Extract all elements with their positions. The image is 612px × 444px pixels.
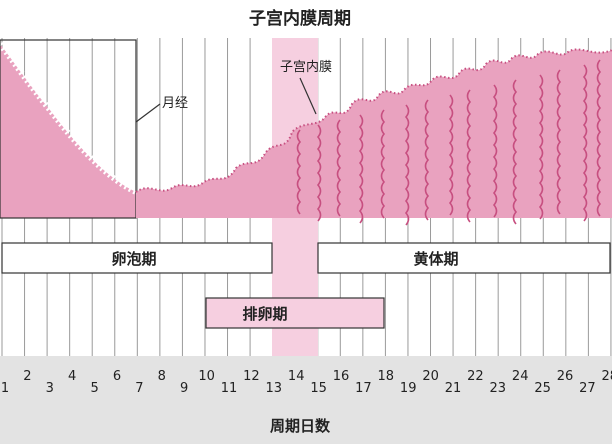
gland bbox=[492, 84, 498, 218]
day-number: 22 bbox=[467, 369, 484, 384]
shedding-edge bbox=[0, 42, 138, 195]
day-number: 3 bbox=[46, 381, 54, 396]
day-number: 12 bbox=[243, 369, 260, 384]
day-number: 2 bbox=[23, 369, 31, 384]
follicular-phase-bar bbox=[1, 242, 273, 274]
gland bbox=[296, 129, 302, 215]
gland bbox=[596, 59, 602, 217]
day-number: 6 bbox=[113, 369, 121, 384]
endometrium-label: 子宫内膜 bbox=[280, 59, 332, 75]
follicular-phase-label: 卵泡期 bbox=[111, 250, 156, 268]
endometrium-leader bbox=[299, 77, 317, 115]
gland bbox=[316, 124, 322, 222]
day-number: 4 bbox=[68, 369, 76, 384]
day-number: 18 bbox=[378, 369, 395, 384]
day-number: 17 bbox=[355, 381, 372, 396]
gland bbox=[448, 94, 454, 216]
gland bbox=[404, 104, 410, 226]
endometrium-surface bbox=[135, 48, 612, 193]
menstruation-label: 月经 bbox=[162, 96, 188, 111]
day-number: 15 bbox=[310, 381, 327, 396]
day-number: 16 bbox=[333, 369, 350, 384]
day-number: 28 bbox=[602, 369, 612, 384]
axis-title: 周期日数 bbox=[270, 417, 331, 435]
endometrium-layer bbox=[136, 49, 612, 218]
day-numbers: 1234567891011121314151617181920212223242… bbox=[1, 369, 612, 396]
gland bbox=[466, 89, 472, 223]
day-number: 23 bbox=[490, 381, 507, 396]
gland bbox=[556, 69, 562, 215]
day-number: 9 bbox=[180, 381, 188, 396]
gland bbox=[380, 109, 386, 219]
day-number: 14 bbox=[288, 369, 305, 384]
day-axis-panel bbox=[0, 356, 612, 444]
menstruation-panel bbox=[0, 39, 137, 219]
day-number: 7 bbox=[135, 381, 143, 396]
day-number: 1 bbox=[1, 381, 9, 396]
gland bbox=[538, 74, 544, 220]
gland bbox=[358, 114, 364, 224]
day-number: 20 bbox=[422, 369, 439, 384]
uterine-glands bbox=[296, 59, 602, 226]
day-number: 21 bbox=[445, 381, 462, 396]
day-number: 13 bbox=[266, 381, 283, 396]
menstruation-leader bbox=[135, 103, 161, 123]
menstrual-tissue bbox=[0, 44, 136, 218]
day-number: 26 bbox=[557, 369, 574, 384]
ovulation-phase-bar bbox=[205, 297, 385, 329]
gland bbox=[424, 99, 430, 221]
day-number: 24 bbox=[512, 369, 529, 384]
endometrium-tissue bbox=[0, 39, 612, 226]
gland bbox=[336, 119, 342, 217]
day-number: 25 bbox=[534, 381, 551, 396]
day-number: 19 bbox=[400, 381, 417, 396]
gland bbox=[512, 79, 518, 225]
day-number: 8 bbox=[158, 369, 166, 384]
luteal-phase-bar bbox=[317, 242, 611, 274]
day-number: 11 bbox=[221, 381, 238, 396]
gland bbox=[582, 64, 588, 222]
diagram-title: 子宫内膜周期 bbox=[249, 8, 351, 29]
ovulation-phase-label: 排卵期 bbox=[242, 305, 287, 323]
day-number: 5 bbox=[90, 381, 98, 396]
day-number: 27 bbox=[579, 381, 596, 396]
luteal-phase-label: 黄体期 bbox=[413, 250, 458, 268]
day-number: 10 bbox=[198, 369, 215, 384]
